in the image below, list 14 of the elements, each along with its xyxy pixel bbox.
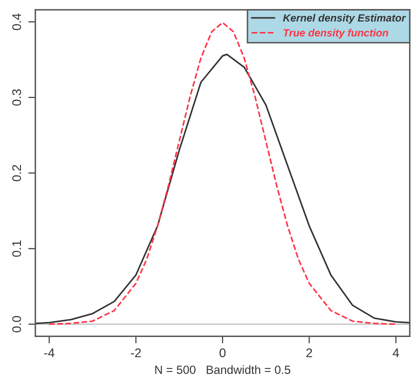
x-tick-label: 2 (306, 348, 312, 358)
y-tick-label: 0.1 (12, 240, 22, 257)
line-series (35, 54, 410, 324)
y-tick-label: 0.0 (12, 316, 22, 332)
x-tick-label: 0 (220, 348, 226, 358)
x-tick-label: -2 (130, 348, 141, 358)
legend-label: True density function (284, 28, 388, 39)
x-axis-title: N = 500 Bandwidth = 0.5 (155, 365, 290, 374)
x-tick-label: 4 (392, 348, 400, 358)
y-tick-label: 0.4 (12, 14, 22, 30)
legend-label: Kernel density Estimator (283, 14, 406, 24)
x-tick-label: -4 (44, 348, 54, 358)
y-tick-label: 0.3 (12, 89, 22, 106)
y-tick-label: 0.2 (12, 164, 22, 182)
